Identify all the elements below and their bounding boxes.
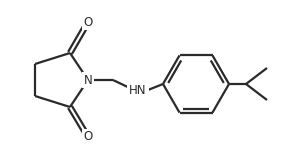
Text: HN: HN bbox=[129, 84, 147, 97]
Text: N: N bbox=[84, 73, 92, 87]
Text: O: O bbox=[83, 16, 93, 29]
Text: O: O bbox=[83, 130, 93, 143]
